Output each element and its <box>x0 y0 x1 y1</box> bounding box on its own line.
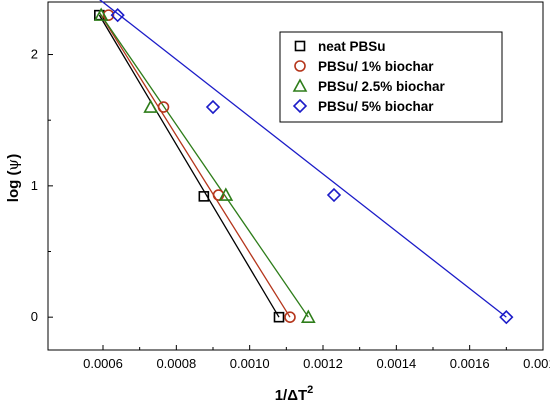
legend-label: PBSu/ 5% biochar <box>318 99 434 114</box>
legend: neat PBSu PBSu/ 1% biochar PBSu/ 2.5% bioc… <box>279 31 503 123</box>
axis-ticks: 0.0006 0.0008 0.0010 0.0012 0.0014 0.0016 0.00… <box>31 47 550 371</box>
data-point <box>284 311 296 323</box>
legend-marker <box>294 40 306 52</box>
x-tick-label: 0.0012 <box>303 356 343 371</box>
legend-label: PBSu/ 1% biochar <box>318 59 434 74</box>
legend-marker <box>294 60 306 72</box>
data-point <box>198 191 210 202</box>
fit-line <box>99 0 507 318</box>
legend-marker <box>292 78 308 92</box>
data-point <box>326 187 342 203</box>
legend-box <box>279 31 503 123</box>
data-point <box>300 309 316 323</box>
data-point <box>102 9 115 21</box>
plot-frame <box>47 1 544 351</box>
x-axis-title: 1/ΔT2 <box>275 384 314 404</box>
fit-line <box>98 12 309 318</box>
y-tick-label: 2 <box>31 47 38 62</box>
fit-line <box>98 14 280 318</box>
data-point <box>499 310 514 325</box>
x-tick-label: 0.0010 <box>230 356 270 371</box>
data-point <box>212 189 225 201</box>
x-tick-label: 0.0008 <box>156 356 196 371</box>
data-point <box>218 187 234 201</box>
data-point <box>205 99 221 115</box>
legend-label: PBSu/ 2.5% biochar <box>318 79 446 94</box>
fit-lines <box>98 0 507 318</box>
legend-items: neat PBSu PBSu/ 1% biochar PBSu/ 2.5% bioc… <box>292 39 446 114</box>
y-axis-title: log (ψ) <box>4 154 22 202</box>
y-tick-label: 0 <box>31 309 38 324</box>
data-point <box>93 7 109 21</box>
data-point <box>157 101 170 113</box>
legend-label: neat PBSu <box>318 39 386 54</box>
x-tick-label: 0.0018 <box>523 356 550 371</box>
data-markers <box>93 7 514 325</box>
y-tick-label: 1 <box>31 178 38 193</box>
data-point <box>273 311 285 323</box>
x-tick-label: 0.0016 <box>450 356 490 371</box>
fit-line <box>98 12 291 318</box>
x-tick-label: 0.0006 <box>83 356 123 371</box>
data-point <box>143 99 159 113</box>
x-tick-label: 0.0014 <box>376 356 416 371</box>
data-point <box>110 8 125 23</box>
legend-marker <box>292 98 308 114</box>
